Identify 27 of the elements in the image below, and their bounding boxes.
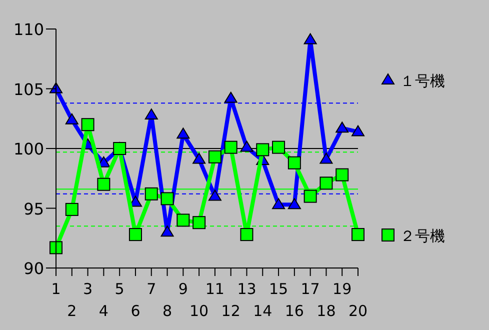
y-tick-label: 110 xyxy=(13,20,44,39)
x-tick-label: 4 xyxy=(98,302,108,320)
y-tick-label: 95 xyxy=(24,199,44,218)
x-tick-label: 16 xyxy=(284,302,304,320)
x-tick-label: 6 xyxy=(130,302,140,320)
x-tick-label: 13 xyxy=(237,280,256,298)
legend-label: ２号機 xyxy=(400,227,445,245)
legend-label: １号機 xyxy=(400,72,445,90)
x-tick-label: 5 xyxy=(114,280,124,298)
x-tick-label: 7 xyxy=(146,280,156,298)
x-tick-label: 14 xyxy=(253,302,272,320)
x-tick-label: 2 xyxy=(67,302,77,320)
x-tick-label: 20 xyxy=(348,302,368,320)
x-tick-label: 18 xyxy=(316,302,336,320)
x-tick-label: 1 xyxy=(51,280,61,298)
y-tick-label: 100 xyxy=(13,140,44,158)
x-tick-label: 19 xyxy=(332,280,352,298)
x-tick-label: 12 xyxy=(221,302,240,320)
x-tick-label: 17 xyxy=(300,280,320,298)
x-tick-label: 8 xyxy=(162,302,172,320)
x-tick-label: 3 xyxy=(83,280,93,298)
x-tick-label: 9 xyxy=(178,280,188,298)
x-tick-label: 11 xyxy=(205,280,224,298)
x-tick-label: 10 xyxy=(190,302,209,320)
y-tick-label: 90 xyxy=(24,259,44,278)
x-tick-label: 15 xyxy=(268,280,288,298)
y-tick-label: 105 xyxy=(13,80,44,99)
